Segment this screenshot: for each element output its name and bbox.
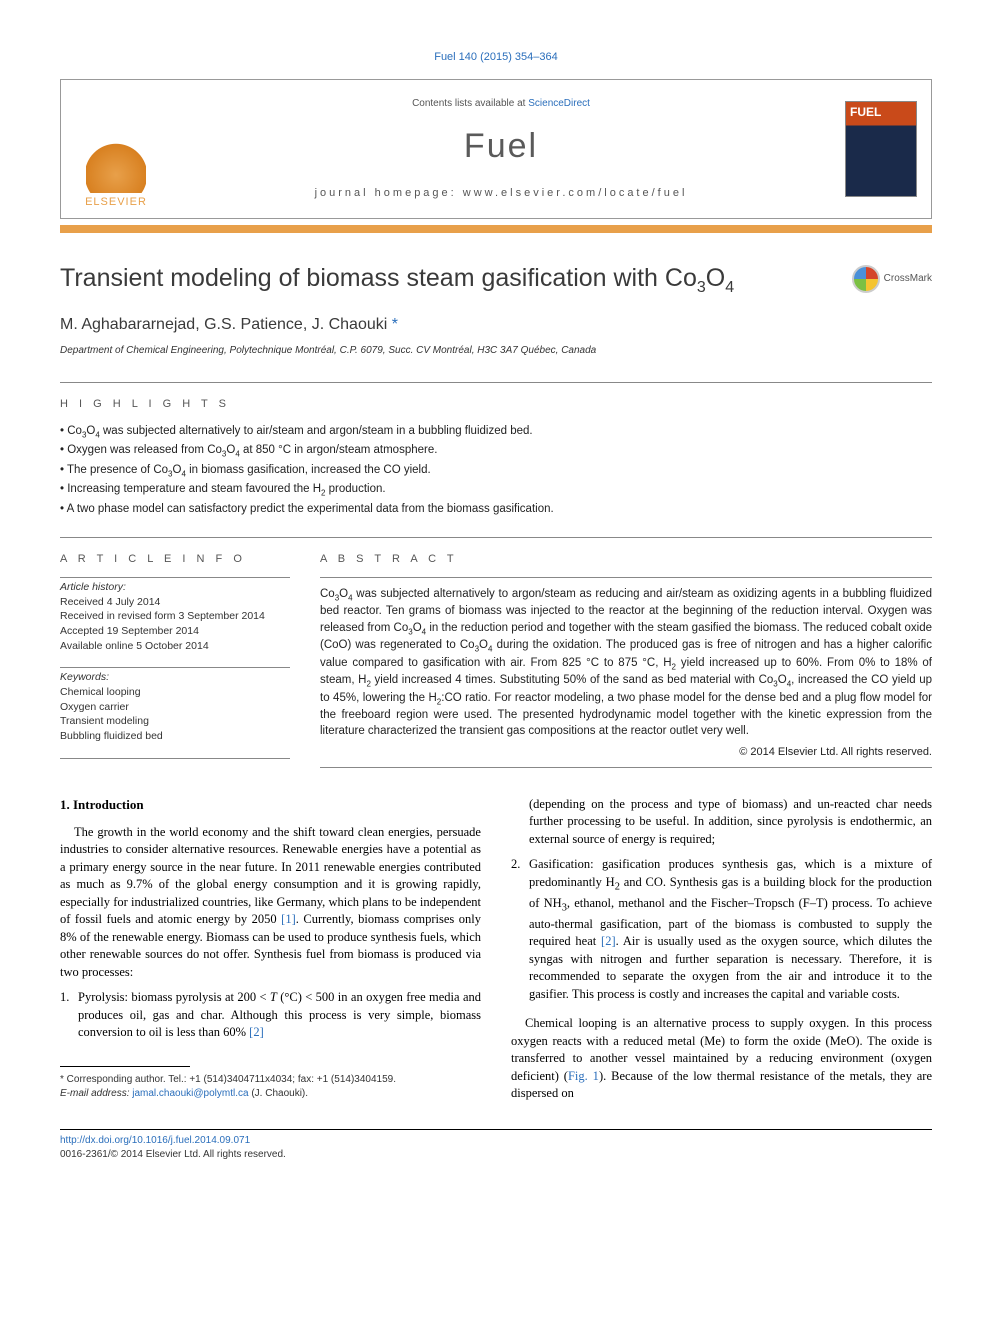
issn-copyright-line: 0016-2361/© 2014 Elsevier Ltd. All right… — [60, 1148, 932, 1162]
doi-line: http://dx.doi.org/10.1016/j.fuel.2014.09… — [60, 1134, 932, 1148]
footnotes: * Corresponding author. Tel.: +1 (514)34… — [60, 1073, 481, 1101]
homepage-url[interactable]: www.elsevier.com/locate/fuel — [463, 187, 688, 199]
numbered-item-1: 1. Pyrolysis: biomass pyrolysis at 200 <… — [60, 989, 481, 1042]
body-columns: 1. Introduction The growth in the world … — [60, 796, 932, 1111]
article-info-column: A R T I C L E I N F O Article history: R… — [60, 552, 290, 768]
authors-line: M. Aghabararnejad, G.S. Patience, J. Cha… — [60, 314, 932, 336]
article-title: Transient modeling of biomass steam gasi… — [60, 261, 734, 299]
title-row: Transient modeling of biomass steam gasi… — [60, 261, 932, 313]
affiliation-line: Department of Chemical Engineering, Poly… — [60, 344, 932, 358]
email-label: E-mail address: — [60, 1088, 129, 1099]
keyword-item: Bubbling fluidized bed — [60, 729, 290, 744]
abstract-text: Co3O4 was subjected alternatively to arg… — [320, 586, 932, 739]
keywords-head: Keywords: — [60, 670, 290, 685]
history-line: Available online 5 October 2014 — [60, 639, 290, 654]
bottom-rule — [60, 1129, 932, 1130]
item-text: Pyrolysis: biomass pyrolysis at 200 < T … — [78, 989, 481, 1042]
item-number: 1. — [60, 989, 78, 1042]
corresponding-author-note: * Corresponding author. Tel.: +1 (514)34… — [60, 1073, 481, 1087]
email-link[interactable]: jamal.chaouki@polymtl.ca — [132, 1088, 248, 1099]
item-number-blank — [511, 796, 529, 849]
rule-info-2 — [60, 667, 290, 668]
rule-abstract-bottom — [320, 767, 932, 768]
homepage-prefix: journal homepage: — [315, 187, 463, 199]
numbered-item-2: 2. Gasification: gasification produces s… — [511, 856, 932, 1003]
header-center: Contents lists available at ScienceDirec… — [171, 80, 831, 218]
highlight-item: The presence of Co3O4 in biomass gasific… — [60, 462, 932, 479]
highlights-list: Co3O4 was subjected alternatively to air… — [60, 423, 932, 517]
article-info-label: A R T I C L E I N F O — [60, 552, 290, 567]
abstract-column: A B S T R A C T Co3O4 was subjected alte… — [320, 552, 932, 768]
body-paragraph: The growth in the world economy and the … — [60, 824, 481, 982]
contents-prefix: Contents lists available at — [412, 98, 528, 109]
copyright-line: © 2014 Elsevier Ltd. All rights reserved… — [320, 745, 932, 760]
rule-info-3 — [60, 758, 290, 759]
body-paragraph: Chemical looping is an alternative proce… — [511, 1015, 932, 1103]
article-history-block: Article history: Received 4 July 2014 Re… — [60, 580, 290, 653]
highlights-label: H I G H L I G H T S — [60, 397, 932, 412]
rule-info-1 — [60, 577, 290, 578]
accent-bar — [60, 225, 932, 233]
elsevier-logo[interactable]: ELSEVIER — [76, 120, 156, 210]
body-column-left: 1. Introduction The growth in the world … — [60, 796, 481, 1111]
history-line: Accepted 19 September 2014 — [60, 624, 290, 639]
highlight-item: Oxygen was released from Co3O4 at 850 °C… — [60, 442, 932, 459]
section-heading-intro: 1. Introduction — [60, 796, 481, 814]
highlight-item: A two phase model can satisfactory predi… — [60, 501, 932, 517]
info-abstract-row: A R T I C L E I N F O Article history: R… — [60, 552, 932, 768]
rule-top-highlights — [60, 382, 932, 383]
contents-available-line: Contents lists available at ScienceDirec… — [412, 97, 590, 111]
keyword-item: Chemical looping — [60, 685, 290, 700]
citation-line[interactable]: Fuel 140 (2015) 354–364 — [60, 50, 932, 65]
keyword-item: Transient modeling — [60, 714, 290, 729]
keywords-block: Keywords: Chemical looping Oxygen carrie… — [60, 670, 290, 743]
publisher-logo-area: ELSEVIER — [61, 80, 171, 218]
item-number: 2. — [511, 856, 529, 1003]
item-text: Gasification: gasification produces synt… — [529, 856, 932, 1003]
history-line: Received in revised form 3 September 201… — [60, 609, 290, 624]
elsevier-tree-icon — [86, 133, 146, 193]
email-line: E-mail address: jamal.chaouki@polymtl.ca… — [60, 1087, 481, 1101]
rule-top-info — [60, 537, 932, 538]
journal-header: ELSEVIER Contents lists available at Sci… — [60, 79, 932, 219]
keyword-item: Oxygen carrier — [60, 700, 290, 715]
sciencedirect-link[interactable]: ScienceDirect — [528, 98, 590, 109]
item-text: (depending on the process and type of bi… — [529, 796, 932, 849]
journal-cover-label: FUEL — [850, 104, 881, 121]
journal-cover-area: FUEL — [831, 80, 931, 218]
footnote-rule — [60, 1066, 190, 1067]
journal-name: Fuel — [464, 123, 538, 171]
numbered-item-1-cont: (depending on the process and type of bi… — [511, 796, 932, 849]
journal-cover-thumbnail[interactable]: FUEL — [845, 101, 917, 197]
history-line: Received 4 July 2014 — [60, 595, 290, 610]
body-column-right: (depending on the process and type of bi… — [511, 796, 932, 1111]
rule-abstract-top — [320, 577, 932, 578]
highlight-item: Co3O4 was subjected alternatively to air… — [60, 423, 932, 440]
journal-homepage: journal homepage: www.elsevier.com/locat… — [315, 186, 688, 201]
abstract-label: A B S T R A C T — [320, 552, 932, 567]
crossmark-label: CrossMark — [884, 272, 932, 286]
history-head: Article history: — [60, 580, 290, 595]
page-root: Fuel 140 (2015) 354–364 ELSEVIER Content… — [0, 0, 992, 1202]
email-person: (J. Chaouki). — [251, 1088, 308, 1099]
highlight-item: Increasing temperature and steam favoure… — [60, 481, 932, 498]
elsevier-logo-text: ELSEVIER — [85, 195, 147, 210]
crossmark-badge-icon — [852, 265, 880, 293]
doi-link[interactable]: http://dx.doi.org/10.1016/j.fuel.2014.09… — [60, 1135, 250, 1146]
crossmark-widget[interactable]: CrossMark — [852, 265, 932, 293]
